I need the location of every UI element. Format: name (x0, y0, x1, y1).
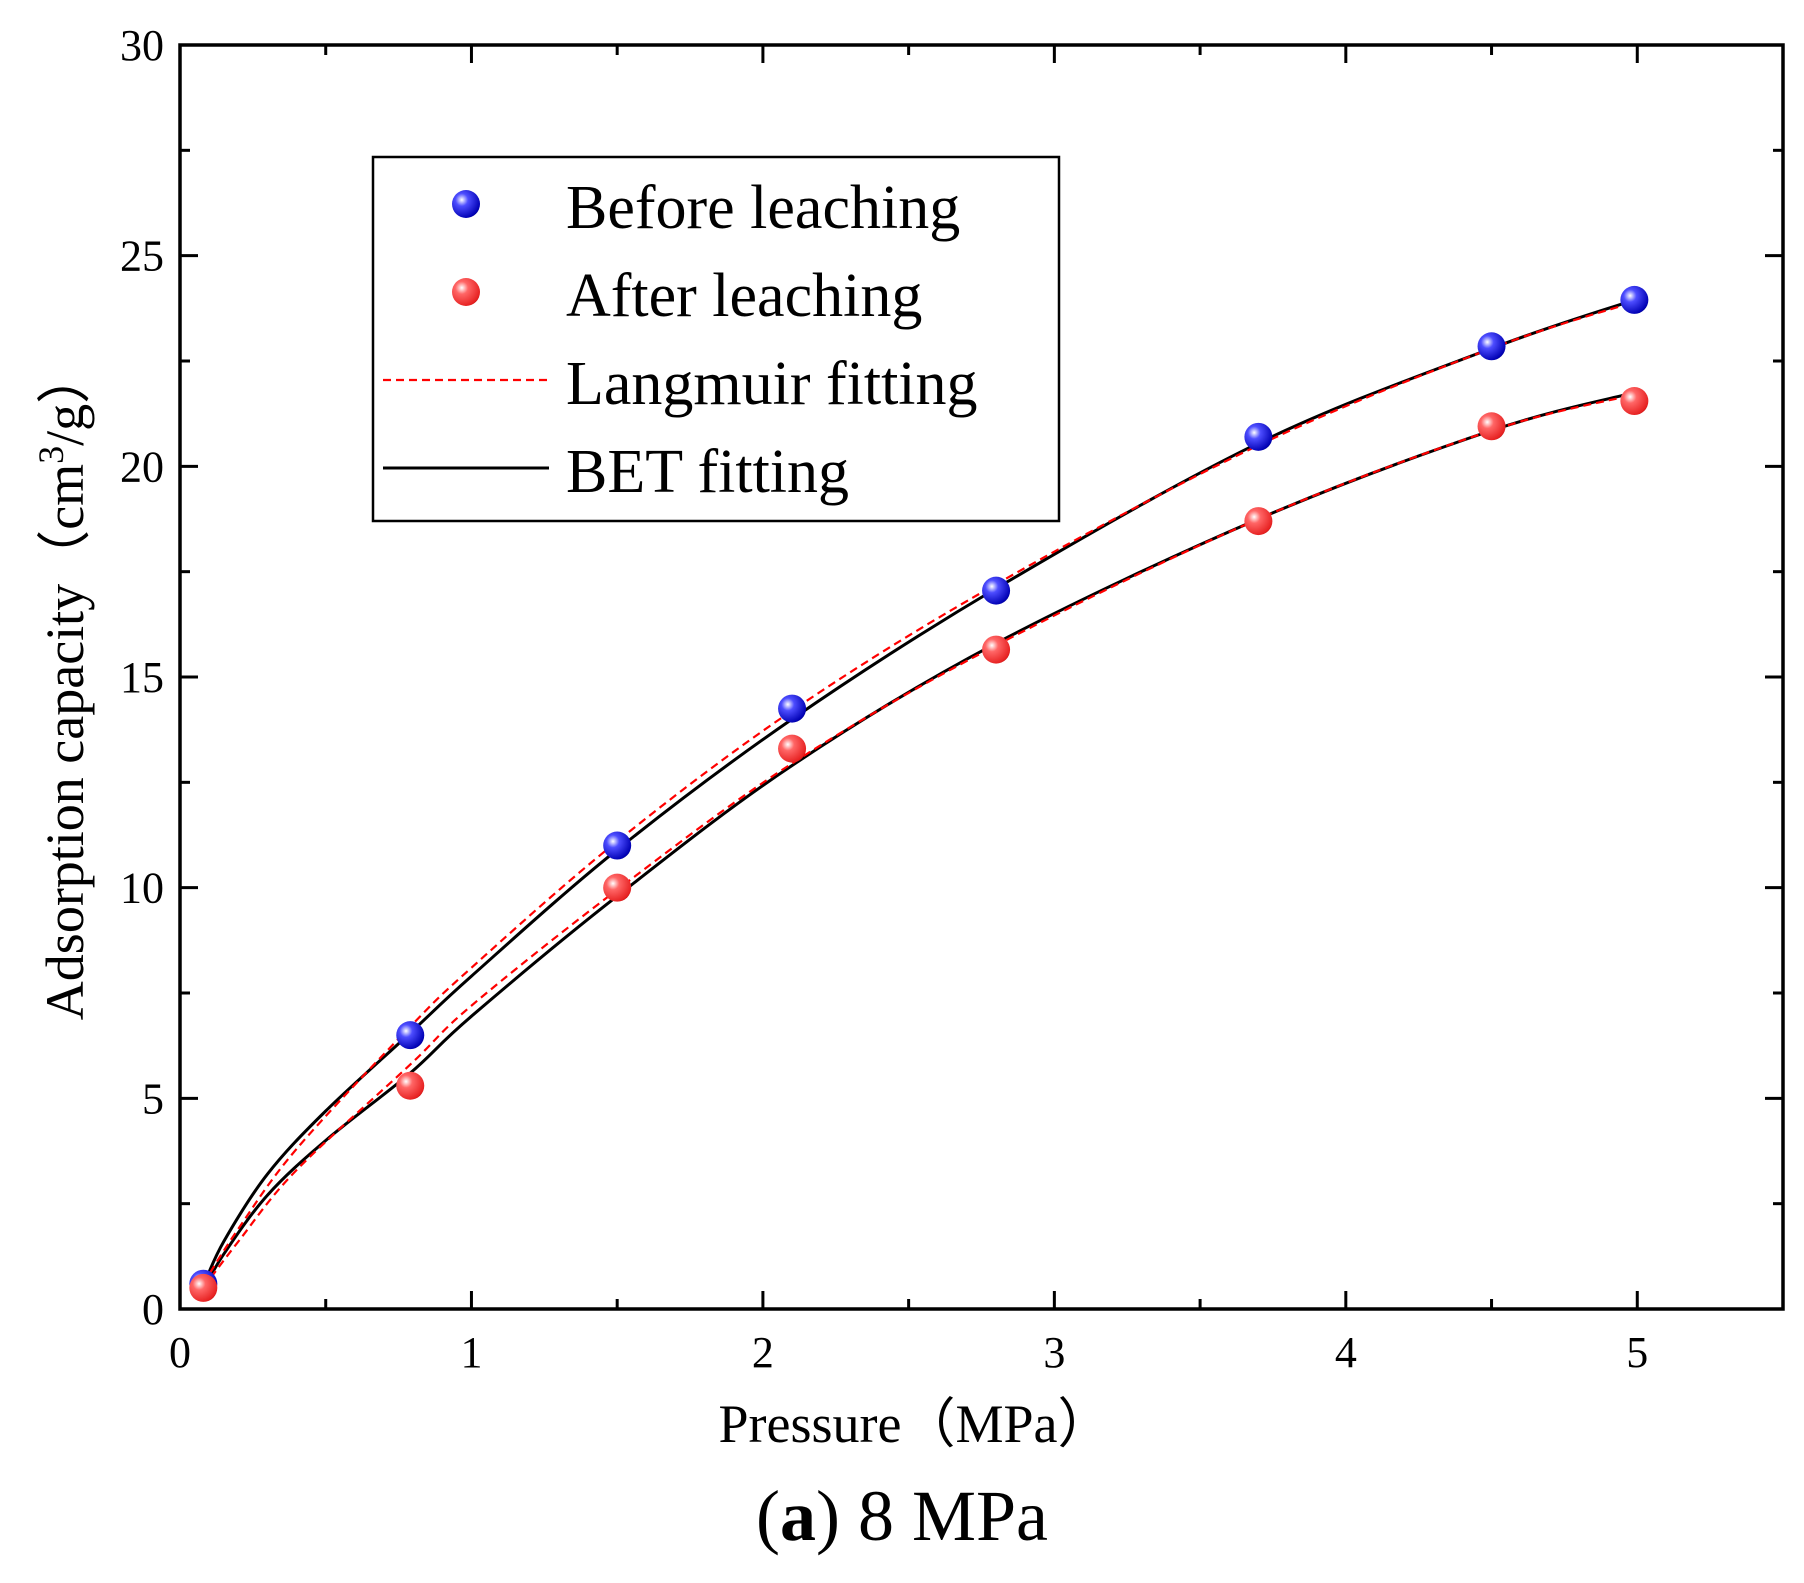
langmuir-fit-curve-2 (202, 393, 1635, 1289)
after-leaching-point (1620, 387, 1649, 416)
bet-fit-curve-2 (201, 391, 1635, 1291)
y-tick-label: 15 (120, 653, 164, 702)
after-leaching-point (1477, 412, 1506, 441)
y-tick-label: 0 (142, 1285, 164, 1334)
before-leaching-point (1477, 332, 1506, 361)
before-leaching-point (396, 1021, 425, 1050)
legend-label: BET fitting (566, 438, 849, 506)
legend-label: Before leaching (566, 174, 960, 242)
x-tick-label: 2 (752, 1328, 774, 1377)
y-tick-label: 10 (120, 864, 164, 913)
x-tick-label: 0 (169, 1328, 191, 1377)
before-leaching-point (603, 831, 632, 860)
legend-marker-1 (452, 190, 480, 218)
legend-marker-2 (452, 278, 480, 306)
y-tick-label: 30 (120, 21, 164, 70)
fit-curves (201, 298, 1635, 1291)
plot-frame (178, 43, 1785, 1311)
figure-caption: (a) 8 MPa (756, 1476, 1048, 1556)
before-leaching-point (1620, 285, 1649, 314)
legend: Before leaching After leaching Langmuir fi… (371, 155, 1061, 523)
before-leaching-point (1244, 422, 1273, 451)
y-tick-label: 20 (120, 442, 164, 491)
y-axis-title: Adsorption capacity（cm3/g） (31, 350, 95, 1020)
after-leaching-point (1244, 507, 1273, 536)
tick-labels: 0 1 2 3 4 5 0 5 10 15 20 25 30 (120, 21, 1648, 1377)
after-leaching-point (603, 873, 632, 902)
y-tick-label: 25 (120, 232, 164, 281)
legend-label: Langmuir fitting (566, 350, 978, 418)
before-leaching-point (982, 576, 1011, 605)
after-leaching-point (982, 635, 1011, 664)
after-leaching-point (189, 1273, 218, 1302)
x-tick-label: 5 (1626, 1328, 1648, 1377)
bet-fit-curve-1 (201, 298, 1635, 1287)
legend-box (371, 155, 1061, 523)
y-tick-label: 5 (142, 1074, 164, 1123)
x-tick-label: 4 (1335, 1328, 1357, 1377)
after-leaching-point (396, 1071, 425, 1100)
x-tick-label: 3 (1043, 1328, 1065, 1377)
x-tick-label: 1 (460, 1328, 482, 1377)
legend-label: After leaching (566, 262, 922, 330)
before-leaching-point (778, 694, 807, 723)
data-points (189, 285, 1649, 1302)
x-axis-title: Pressure（MPa） (719, 1394, 1112, 1454)
langmuir-fit-curve-1 (202, 300, 1635, 1285)
after-leaching-point (778, 734, 807, 763)
